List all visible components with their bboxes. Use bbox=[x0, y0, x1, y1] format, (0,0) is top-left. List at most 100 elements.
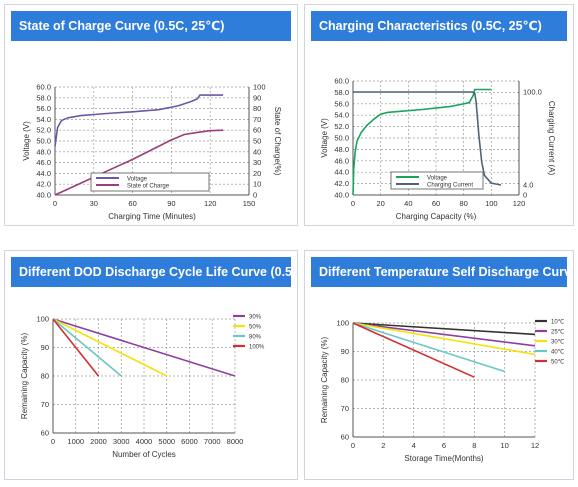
x-tick-label: 6000 bbox=[181, 437, 198, 446]
x-tick-label: 7000 bbox=[204, 437, 221, 446]
legend-label: 30℃ bbox=[551, 338, 565, 345]
legend-box bbox=[90, 172, 210, 192]
series-line bbox=[352, 322, 536, 347]
y-tick-label: 90 bbox=[341, 347, 349, 356]
y-tick-label: 44.0 bbox=[334, 168, 349, 177]
y-tick-label: 58.0 bbox=[334, 88, 349, 97]
y-tick-label: 50.0 bbox=[36, 137, 51, 146]
y-tick-label: 58.0 bbox=[36, 93, 51, 102]
y-tick-label: 40.0 bbox=[334, 191, 349, 200]
chart-card-dod: Different DOD Discharge Cycle Life Curve… bbox=[4, 250, 298, 480]
y2-tick-label: 30 bbox=[253, 158, 261, 167]
y-tick-label: 60 bbox=[41, 429, 49, 438]
x-tick-label: 8000 bbox=[227, 437, 244, 446]
y-tick-label: 48.0 bbox=[36, 147, 51, 156]
y-tick-label: 46.0 bbox=[334, 156, 349, 165]
x-tick-label: 4 bbox=[412, 441, 416, 450]
y-tick-label: 80 bbox=[341, 376, 349, 385]
x-axis-title: Charging Time (Minutes) bbox=[108, 212, 196, 221]
y-tick-label: 60.0 bbox=[36, 83, 51, 92]
self-discharge-chart: 0 2 4 6 8 10 12 60 70 80 90 100 Storage Time(Months)… bbox=[320, 318, 565, 463]
chart-title: Different Temperature Self Discharge Cur… bbox=[311, 257, 573, 287]
series-line bbox=[352, 322, 475, 378]
legend-label: 100% bbox=[249, 344, 265, 350]
y-tick-label: 54.0 bbox=[36, 115, 51, 124]
y2-tick-label: 50 bbox=[253, 137, 261, 146]
legend-label: 80% bbox=[249, 334, 262, 340]
legend-label: 40℃ bbox=[551, 348, 565, 355]
x-tick-label: 0 bbox=[51, 437, 55, 446]
y-tick-label: 52.0 bbox=[334, 122, 349, 131]
x-tick-label: 5000 bbox=[158, 437, 175, 446]
y-tick-label: 90 bbox=[41, 343, 49, 352]
y-tick-label: 48.0 bbox=[334, 145, 349, 154]
chart-card-charging: Charging Characteristics (0.5C, 25℃) 0 20… bbox=[304, 4, 574, 226]
legend-label: 30% bbox=[249, 314, 262, 320]
legend-label: 50% bbox=[249, 324, 262, 330]
series-line bbox=[353, 91, 502, 186]
y-tick-label: 100 bbox=[336, 319, 349, 328]
x-tick-label: 3000 bbox=[113, 437, 130, 446]
y-tick-label: 42.0 bbox=[36, 180, 51, 189]
y-axis-title: Remaining Capacity (%) bbox=[20, 333, 29, 420]
x-axis-title: Charging Capacity (%) bbox=[396, 212, 477, 221]
y-axis-title: Voltage (V) bbox=[320, 118, 329, 158]
x-tick-label: 10 bbox=[500, 441, 508, 450]
y-tick-label: 42.0 bbox=[334, 179, 349, 188]
y-tick-label: 70 bbox=[41, 400, 49, 409]
series-line bbox=[52, 318, 122, 377]
y2-tick-label: 80 bbox=[253, 104, 261, 113]
y2-tick-label: 100.0 bbox=[523, 88, 542, 97]
x-tick-label: 80 bbox=[459, 199, 467, 208]
y2-tick-label: 10 bbox=[253, 180, 261, 189]
chart-title: Charging Characteristics (0.5C, 25℃) bbox=[311, 11, 567, 41]
y2-tick-label: 20 bbox=[253, 169, 261, 178]
y-tick-label: 60 bbox=[341, 433, 349, 442]
series-line bbox=[54, 94, 224, 147]
y2-tick-label: 90 bbox=[253, 93, 261, 102]
series-line bbox=[52, 318, 100, 377]
y2-tick-label: 60 bbox=[253, 126, 261, 135]
x-tick-label: 90 bbox=[167, 199, 175, 208]
y-tick-label: 52.0 bbox=[36, 126, 51, 135]
x-tick-label: 120 bbox=[513, 199, 526, 208]
y-axis-title: Voltage (V) bbox=[22, 121, 31, 161]
x-tick-label: 0 bbox=[53, 199, 57, 208]
x-tick-label: 8 bbox=[472, 441, 476, 450]
y-tick-label: 60.0 bbox=[334, 77, 349, 86]
y-tick-label: 56.0 bbox=[36, 104, 51, 113]
x-tick-label: 30 bbox=[90, 199, 98, 208]
x-tick-label: 2 bbox=[381, 441, 385, 450]
legend-label: Charging Current bbox=[427, 182, 473, 188]
y-tick-label: 100 bbox=[36, 315, 49, 324]
x-tick-label: 60 bbox=[128, 199, 136, 208]
soc-chart: 0 30 60 90 120 150 40.0 42.0 44.0 46.0 48.050.0 52.… bbox=[22, 83, 282, 222]
y2-axis-title: State of Charge(%) bbox=[273, 107, 282, 176]
y2-axis-title: Charging Current (A) bbox=[547, 101, 556, 176]
series-line bbox=[352, 322, 536, 356]
y-tick-label: 46.0 bbox=[36, 158, 51, 167]
chart-card-self-discharge: Different Temperature Self Discharge Cur… bbox=[304, 250, 574, 480]
y2-tick-label: 40 bbox=[253, 147, 261, 156]
x-tick-label: 0 bbox=[351, 441, 355, 450]
charging-chart: 0 20 40 60 80 100 120 40.0 42.0 44.0 46.0 48.0 50.0 5… bbox=[320, 77, 556, 222]
x-tick-label: 40 bbox=[404, 199, 412, 208]
x-tick-label: 2000 bbox=[90, 437, 107, 446]
x-tick-label: 150 bbox=[243, 199, 256, 208]
legend-label: 25℃ bbox=[551, 328, 565, 335]
chart-title: State of Charge Curve (0.5C, 25℃) bbox=[11, 11, 291, 41]
y-tick-label: 44.0 bbox=[36, 169, 51, 178]
dod-chart: 0 1000 2000 3000 4000 5000 6000 7000 8000 60 70 80 9… bbox=[20, 314, 265, 459]
x-tick-label: 0 bbox=[351, 199, 355, 208]
y-tick-label: 56.0 bbox=[334, 99, 349, 108]
y2-tick-label: 0 bbox=[523, 191, 527, 200]
x-tick-label: 120 bbox=[204, 199, 217, 208]
x-tick-label: 12 bbox=[531, 441, 539, 450]
x-tick-label: 20 bbox=[376, 199, 384, 208]
legend-label: 10℃ bbox=[551, 318, 565, 325]
y-axis-title: Remaining Capacity (%) bbox=[320, 337, 329, 424]
y-tick-label: 40.0 bbox=[36, 191, 51, 200]
chart-title: Different DOD Discharge Cycle Life Curve… bbox=[11, 257, 297, 287]
legend-label: Voltage bbox=[427, 175, 448, 181]
x-tick-label: 6 bbox=[442, 441, 446, 450]
